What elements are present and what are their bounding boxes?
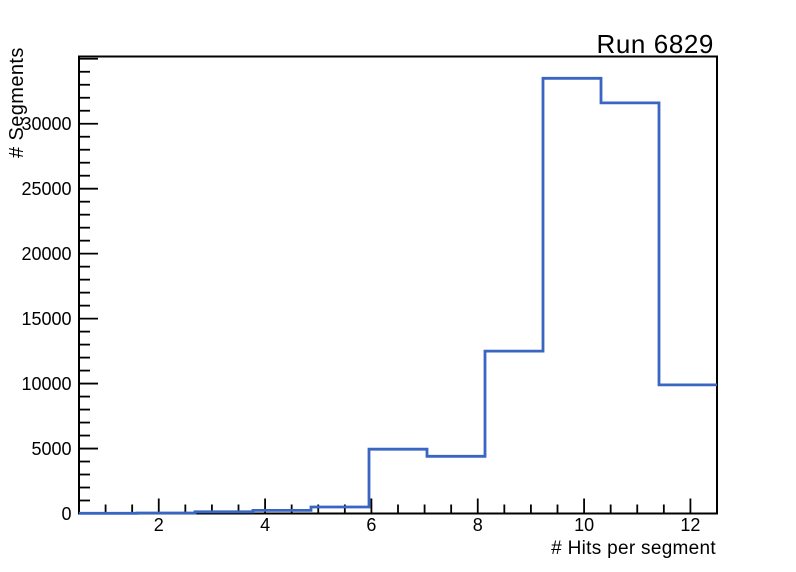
x-axis-title: # Hits per segment xyxy=(551,538,716,559)
x-tick-label: 8 xyxy=(473,515,483,535)
plot-frame xyxy=(78,55,718,515)
y-tick-label: 20000 xyxy=(21,244,71,264)
y-axis-title: # Segments xyxy=(6,47,28,158)
x-tick-label: 6 xyxy=(366,515,376,535)
y-tick-label: 15000 xyxy=(21,309,71,329)
histogram-line xyxy=(79,76,717,515)
y-tick-label: 0 xyxy=(61,504,71,524)
x-tick-label: 10 xyxy=(574,515,594,535)
y-tick-label: 25000 xyxy=(21,179,71,199)
y-tick-label: 5000 xyxy=(31,439,71,459)
x-tick-label: 2 xyxy=(154,515,164,535)
x-tick-label: 4 xyxy=(260,515,270,535)
plot-title: Run 6829 xyxy=(596,29,714,59)
y-tick-label: 30000 xyxy=(21,114,71,134)
x-tick-label: 12 xyxy=(680,515,700,535)
y-tick-label: 10000 xyxy=(21,374,71,394)
